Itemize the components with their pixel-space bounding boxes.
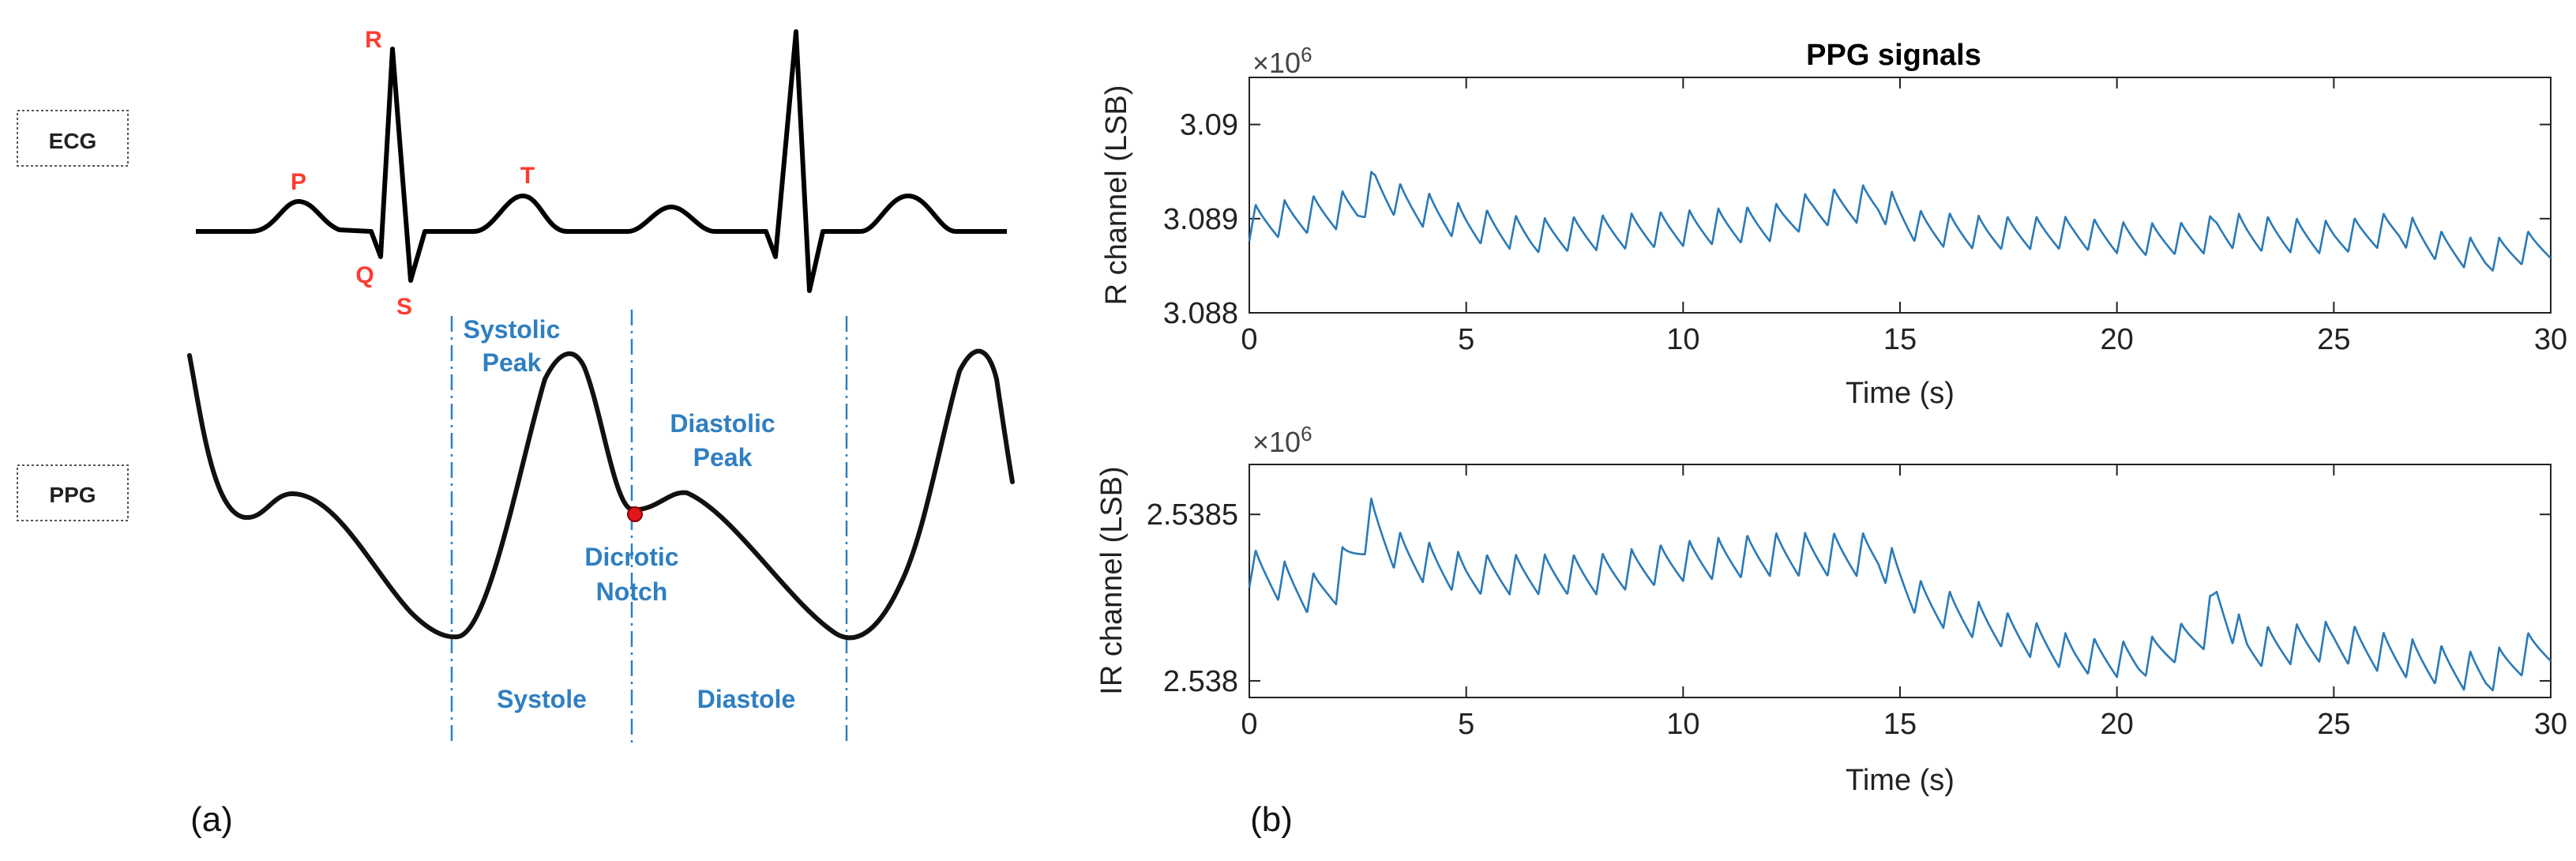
- diastole-label: Diastole: [697, 685, 795, 713]
- ir-x-tick-label: 25: [2317, 708, 2350, 741]
- ir-ylabel: IR channel (LSB): [1095, 466, 1128, 694]
- ir-exponent-label: ×106: [1252, 422, 1312, 458]
- panel-b-label: (b): [1250, 800, 1293, 839]
- ir-channel-plot: 0 5 10 15 20 25 30 2.538 2.5385 ×106 IR channel…: [1095, 422, 2567, 797]
- ir-xlabel: Time (s): [1846, 764, 1955, 797]
- ecg-box: ECG: [17, 110, 129, 167]
- ir-y-tick-label: 2.538: [1163, 665, 1238, 698]
- dicrotic-notch-label-line2: Notch: [596, 577, 668, 606]
- panel-a-label: (a): [190, 800, 233, 839]
- r-x-tick-label: 30: [2534, 323, 2567, 356]
- r-x-tick-label: 0: [1241, 323, 1257, 356]
- r-y-axis: 3.088 3.089 3.09: [1163, 109, 2551, 330]
- ecg-p-label: P: [291, 169, 306, 195]
- r-x-tick-label: 5: [1458, 323, 1474, 356]
- ecg-q-label: Q: [355, 262, 374, 288]
- systole-label: Systole: [497, 685, 587, 713]
- ir-channel-series-line: [1248, 497, 2552, 692]
- r-x-axis: 0 5 10 15 20 25 30: [1241, 77, 2567, 356]
- ecg-t-label: T: [520, 163, 535, 189]
- r-plot-axes-box: [1249, 77, 2552, 314]
- dicrotic-notch-label-line1: Dicrotic: [584, 543, 678, 571]
- diastolic-peak-label-line1: Diastolic: [670, 409, 775, 438]
- r-channel-plot: 0 5 10 15 20 25 30 3.088 3.089 3.09 ×106 R chann…: [1100, 43, 2567, 410]
- r-y-tick-label: 3.089: [1163, 203, 1238, 236]
- dicrotic-notch-marker: [627, 506, 643, 522]
- r-x-tick-label: 20: [2101, 323, 2134, 356]
- ppg-box-label: PPG: [49, 483, 96, 507]
- ir-x-tick-label: 10: [1666, 708, 1699, 741]
- systolic-peak-label-line2: Peak: [483, 348, 542, 377]
- ir-x-tick-label: 0: [1241, 708, 1257, 741]
- r-ylabel: R channel (LSB): [1100, 85, 1133, 306]
- ecg-waveform: [196, 29, 1007, 293]
- r-y-tick-label: 3.088: [1163, 297, 1238, 330]
- r-y-tick-label: 3.09: [1180, 109, 1238, 142]
- ir-y-axis: 2.538 2.5385: [1147, 498, 2551, 698]
- ir-y-tick-label: 2.5385: [1147, 498, 1238, 532]
- panel-a: ECG PPG P Q R S T Systolic Peak Diastoli…: [17, 27, 1015, 839]
- ppg-box: PPG: [17, 464, 129, 521]
- r-x-tick-label: 15: [1883, 323, 1917, 356]
- systolic-peak-label-line1: Systolic: [464, 315, 561, 344]
- ecg-box-label: ECG: [49, 129, 97, 153]
- ir-x-tick-label: 15: [1883, 708, 1917, 741]
- ecg-r-label: R: [365, 27, 382, 53]
- ir-x-tick-label: 5: [1458, 708, 1474, 741]
- ir-x-axis: 0 5 10 15 20 25 30: [1241, 464, 2567, 741]
- r-x-tick-label: 10: [1666, 323, 1699, 356]
- r-x-tick-label: 25: [2317, 323, 2350, 356]
- ecg-s-label: S: [396, 294, 412, 320]
- diastolic-peak-label-line2: Peak: [693, 443, 753, 472]
- chart-title: PPG signals: [1806, 39, 1981, 72]
- r-xlabel: Time (s): [1846, 377, 1955, 410]
- r-exponent-label: ×106: [1252, 43, 1312, 79]
- r-channel-series-line: [1248, 171, 2552, 272]
- ir-x-tick-label: 20: [2101, 708, 2134, 741]
- ppg-waveform: [187, 348, 1015, 641]
- panel-b: PPG signals 0 5 10 15 20 25 30 3.088 3.089 3.09 …: [1095, 39, 2567, 839]
- ir-plot-axes-box: [1249, 464, 2552, 698]
- ir-x-tick-label: 30: [2534, 708, 2567, 741]
